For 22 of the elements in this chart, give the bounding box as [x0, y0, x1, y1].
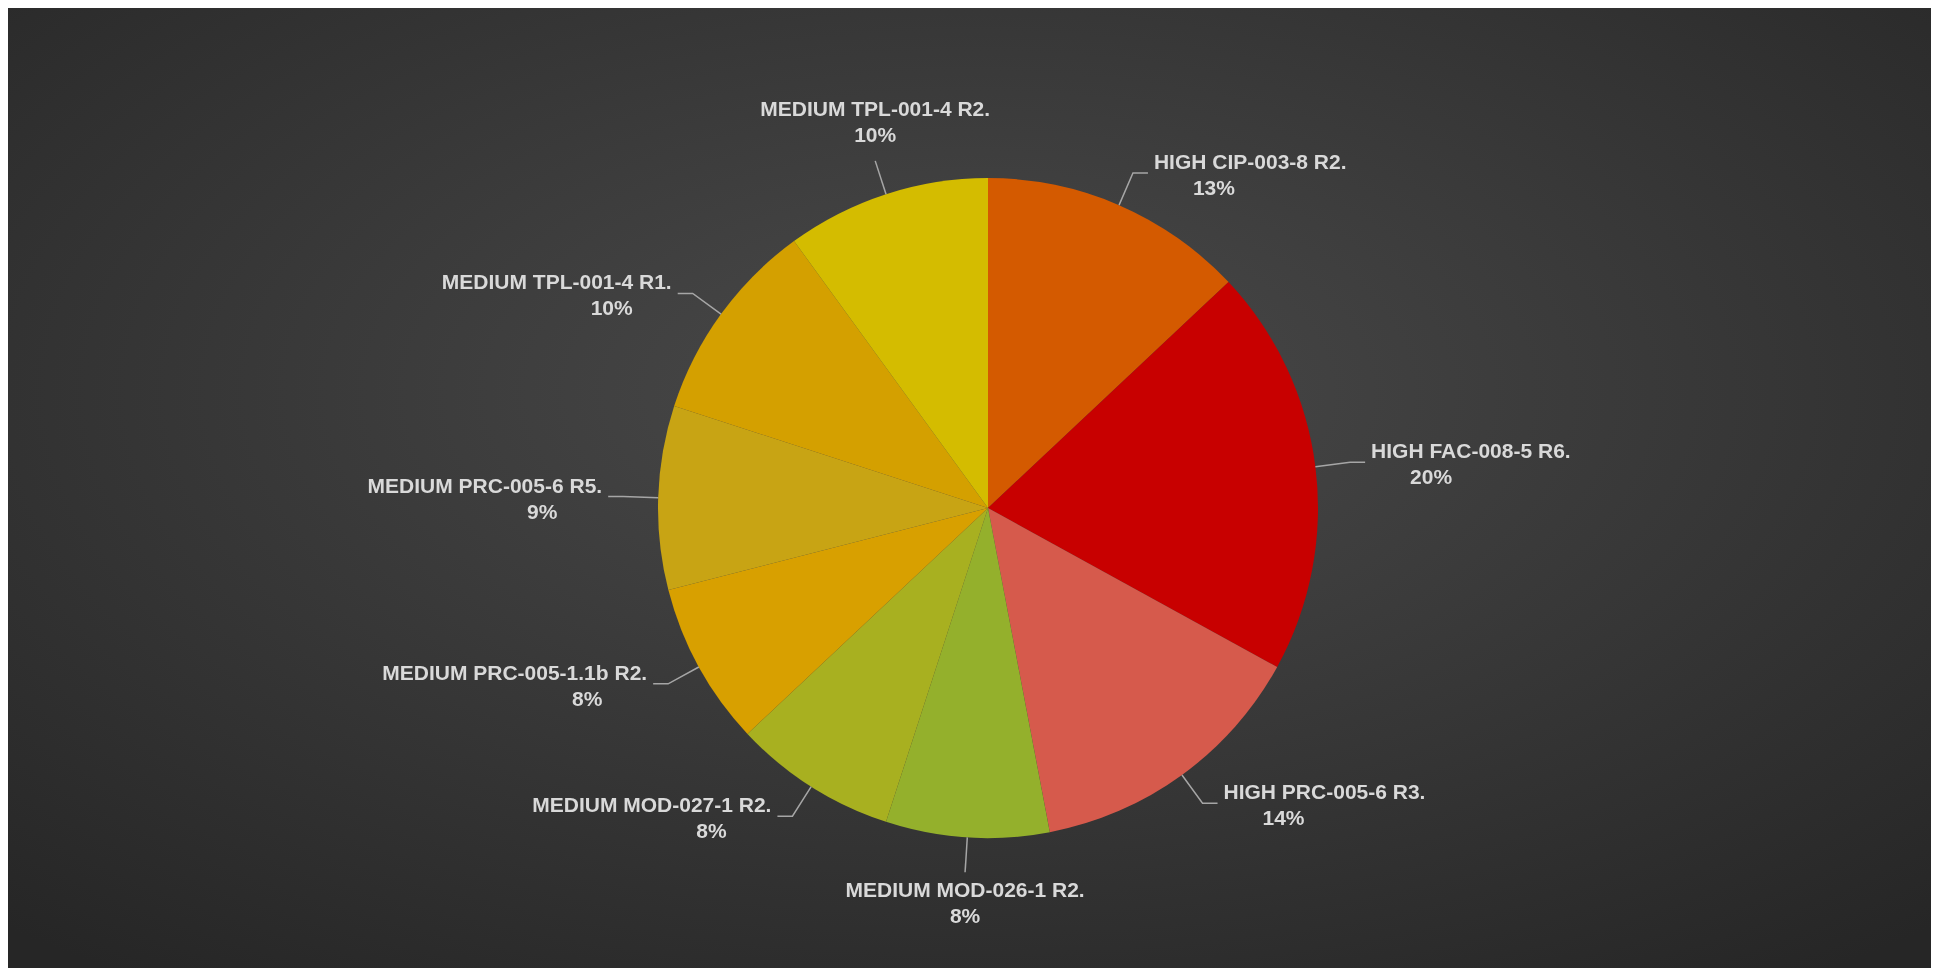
data-label: 8%: [571, 686, 603, 710]
data-label: 13%: [1192, 176, 1236, 200]
slice-label: MEDIUM PRC-005-1.1b R2.: [382, 660, 648, 684]
data-label: 8%: [949, 904, 981, 928]
slice-label: MEDIUM PRC-005-6 R5.: [367, 473, 603, 497]
data-label: 10%: [854, 122, 897, 146]
data-label: 9%: [527, 499, 558, 523]
slice-label: MEDIUM TPL-001-4 R1.: [441, 270, 672, 294]
slice-label: MEDIUM MOD-026-1 R2.: [845, 878, 1085, 902]
pie-slice: [988, 282, 1318, 667]
slice-label: HIGH CIP-003-8 R2.: [1153, 150, 1347, 174]
data-label: 20%: [1410, 465, 1453, 489]
pie-slice: [794, 178, 988, 508]
data-label: 8%: [696, 819, 727, 843]
slice-label: HIGH FAC-008-5 R6.: [1371, 439, 1571, 463]
slice-label: HIGH PRC-005-6 R3.: [1223, 780, 1426, 804]
pie-slice: [886, 508, 1050, 838]
data-label: 14%: [1262, 806, 1305, 830]
slice-label: MEDIUM TPL-001-4 R2.: [760, 96, 991, 120]
slice-label: MEDIUM MOD-027-1 R2.: [532, 793, 772, 817]
data-label: 10%: [590, 296, 634, 320]
pie-slice: [658, 406, 988, 591]
